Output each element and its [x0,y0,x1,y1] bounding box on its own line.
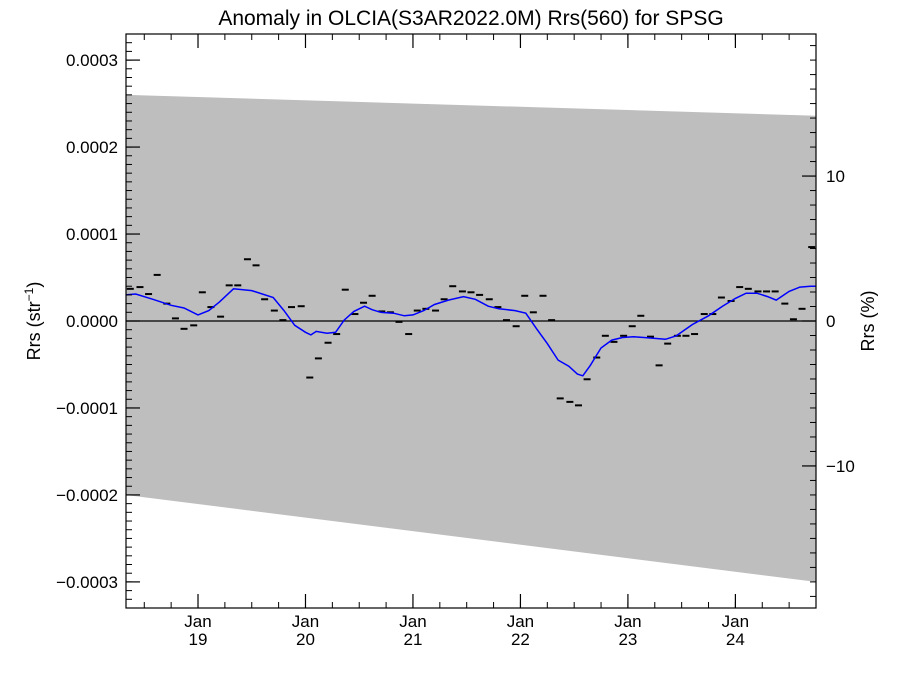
y-axis-right: 10 0 −10 [802,45,855,597]
x-tick-year-4: 23 [618,630,637,649]
x-tick-year-0: 19 [189,630,208,649]
y-left-tick-label-1: 0.0002 [66,138,118,157]
plot-area: 0.0003 0.0002 0.0001 0.0000 −0.0001 −0.0002 −0… [56,33,855,649]
x-tick-month-4: Jan [614,612,641,631]
y-left-tick-label-4: −0.0001 [56,399,118,418]
smoothed-anomaly-line [125,285,816,377]
x-tick-month-3: Jan [507,612,534,631]
y-left-tick-label-3: 0.0000 [66,312,118,331]
x-tick-year-2: 21 [404,630,423,649]
y-right-tick-label-1: 0 [826,312,835,331]
y-right-tick-label-2: −10 [826,457,855,476]
chart-title: Anomaly in OLCIA(S3AR2022.0M) Rrs(560) f… [218,7,723,30]
x-tick-month-1: Jan [292,612,319,631]
y-left-tick-label-5: −0.0002 [56,486,118,505]
x-tick-month-5: Jan [722,612,749,631]
x-tick-month-2: Jan [399,612,426,631]
x-tick-year-1: 20 [296,630,315,649]
x-tick-year-3: 22 [511,630,530,649]
uncertainty-band [126,94,816,582]
x-tick-month-0: Jan [184,612,211,631]
x-tick-year-5: 24 [726,630,745,649]
y-axis-left: 0.0003 0.0002 0.0001 0.0000 −0.0001 −0.0002 −0… [56,33,140,609]
y-axis-right-title: Rrs (%) [858,291,878,352]
y-right-tick-label-0: 10 [826,167,845,186]
y-left-tick-label-2: 0.0001 [66,225,118,244]
y-axis-left-title: Rrs (str−1) [22,282,44,361]
y-left-tick-label-6: −0.0003 [56,573,118,592]
y-left-tick-label-0: 0.0003 [66,51,118,70]
